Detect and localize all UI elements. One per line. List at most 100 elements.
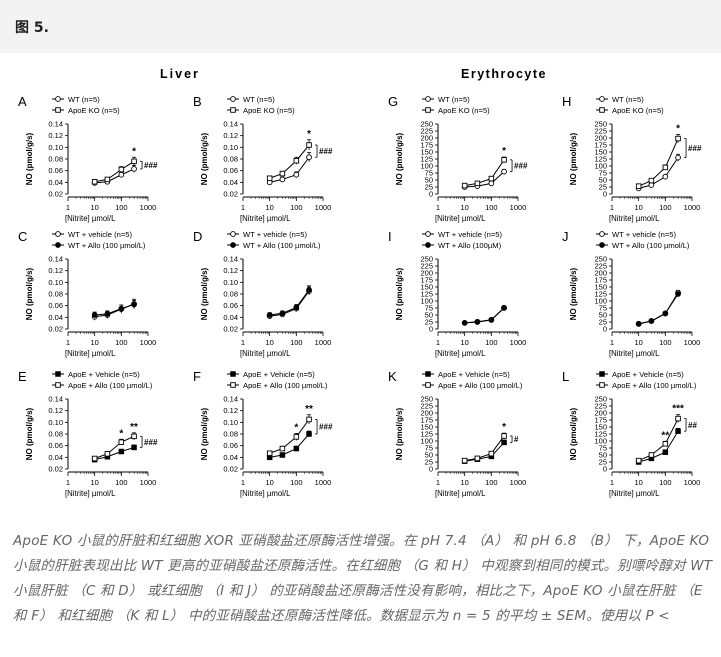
- panel-label: L: [562, 369, 569, 384]
- y-tick-label: 0.02: [48, 190, 63, 199]
- x-tick-label: 10: [460, 203, 468, 212]
- panel-label: E: [18, 369, 27, 384]
- x-tick-label: 100: [659, 478, 672, 487]
- y-tick-label: 200: [594, 269, 607, 278]
- y-tick-label: 150: [420, 423, 433, 432]
- significance-hash: ###: [144, 438, 158, 447]
- y-tick-label: 25: [425, 458, 433, 467]
- y-tick-label: 225: [594, 262, 607, 271]
- x-axis-label: [Nitrite] µmol/L: [435, 349, 486, 358]
- figure-header: 图 5.: [0, 0, 721, 53]
- legend-label: WT (n=5): [68, 95, 100, 104]
- y-tick-label: 175: [420, 416, 433, 425]
- x-axis-label: [Nitrite] µmol/L: [609, 489, 660, 498]
- y-tick-label: 125: [420, 430, 433, 439]
- data-point: [474, 455, 481, 462]
- x-tick-label: 100: [115, 203, 128, 212]
- data-point: [104, 310, 111, 317]
- x-tick-label: 1000: [315, 478, 332, 487]
- data-point: [662, 310, 669, 317]
- panel-label: A: [18, 94, 27, 109]
- x-tick-label: 1: [436, 203, 440, 212]
- x-axis-label: [Nitrite] µmol/L: [609, 214, 660, 223]
- y-tick-label: 150: [420, 148, 433, 157]
- panel-E: E ApoE + Vehicle (n=5) ApoE + Allo (100 µm…: [18, 369, 158, 498]
- y-tick-label: 175: [594, 416, 607, 425]
- y-tick-label: 0: [429, 465, 433, 474]
- x-tick-label: 1000: [140, 478, 157, 487]
- series-line: [269, 144, 310, 179]
- data-point: [501, 157, 507, 163]
- significance-hash: ##: [688, 421, 697, 430]
- x-tick-label: 1: [610, 338, 614, 347]
- x-axis-label: [Nitrite] µmol/L: [435, 489, 486, 498]
- series-line: [464, 442, 505, 462]
- data-point: [91, 455, 98, 462]
- y-tick-label: 0.08: [223, 430, 238, 439]
- data-point: [279, 310, 286, 317]
- data-point: [648, 182, 655, 188]
- y-tick-label: 125: [420, 155, 433, 164]
- y-tick-label: 0: [429, 325, 433, 334]
- x-tick-label: 1: [436, 478, 440, 487]
- legend-label: ApoE + Allo (100 µmol/L): [68, 381, 153, 390]
- y-tick-label: 225: [594, 402, 607, 411]
- legend-marker: [55, 382, 61, 388]
- x-tick-label: 1: [610, 203, 614, 212]
- data-point: [488, 450, 495, 457]
- series-line: [638, 157, 679, 189]
- data-point: [293, 157, 300, 164]
- y-tick-label: 75: [599, 169, 607, 178]
- y-tick-label: 200: [594, 134, 607, 143]
- data-point: [648, 177, 655, 184]
- data-point: [279, 445, 286, 452]
- x-tick-label: 1000: [684, 478, 701, 487]
- data-point: [91, 312, 98, 318]
- y-tick-label: 125: [594, 155, 607, 164]
- x-tick-label: 10: [634, 478, 642, 487]
- significance-hash: ###: [514, 162, 528, 171]
- series-line: [269, 419, 310, 454]
- y-tick-label: 0.12: [223, 131, 238, 140]
- data-point: [293, 304, 300, 311]
- x-tick-label: 1000: [510, 478, 527, 487]
- x-tick-label: 1000: [684, 203, 701, 212]
- significance-hash: ###: [144, 161, 158, 170]
- data-point: [675, 428, 681, 434]
- panel-J: J WT + vehicle (n=5) WT + Allo (100 µmol/L…: [562, 229, 700, 358]
- legend-marker: [599, 382, 605, 388]
- significance-star: **: [305, 404, 313, 415]
- legend-label: ApoE KO (n=5): [68, 106, 120, 115]
- y-tick-label: 100: [594, 437, 607, 446]
- data-point: [306, 431, 312, 437]
- data-point: [118, 439, 125, 445]
- legend-label: WT + Allo (100 µmol/L): [612, 241, 690, 250]
- legend-label: ApoE + Vehicle (n=5): [243, 370, 315, 379]
- y-tick-label: 0.06: [48, 166, 63, 175]
- legend-label: WT (n=5): [243, 95, 275, 104]
- legend-label: WT (n=5): [438, 95, 470, 104]
- data-point: [675, 415, 681, 422]
- legend-label: WT (n=5): [612, 95, 644, 104]
- data-point: [131, 301, 137, 308]
- y-tick-label: 75: [425, 444, 433, 453]
- y-tick-label: 150: [420, 283, 433, 292]
- series-line: [269, 290, 310, 317]
- legend-marker: [230, 242, 236, 248]
- y-tick-label: 50: [425, 176, 433, 185]
- legend-label: WT + vehicle (n=5): [243, 230, 307, 239]
- y-tick-label: 100: [594, 162, 607, 171]
- data-point: [131, 158, 137, 165]
- y-tick-label: 100: [420, 297, 433, 306]
- y-tick-label: 100: [594, 297, 607, 306]
- panel-B: B WT (n=5) ApoE KO (n=5) 0.02 0.04 0.06 0.08 0.…: [193, 94, 333, 223]
- series-line: [464, 307, 505, 324]
- y-tick-label: 125: [420, 290, 433, 299]
- y-tick-label: 150: [594, 148, 607, 157]
- significance-star: *: [294, 422, 298, 433]
- data-point: [675, 291, 681, 297]
- significance-star: *: [307, 129, 311, 140]
- y-tick-label: 250: [594, 120, 607, 129]
- y-tick-label: 0.08: [48, 155, 63, 164]
